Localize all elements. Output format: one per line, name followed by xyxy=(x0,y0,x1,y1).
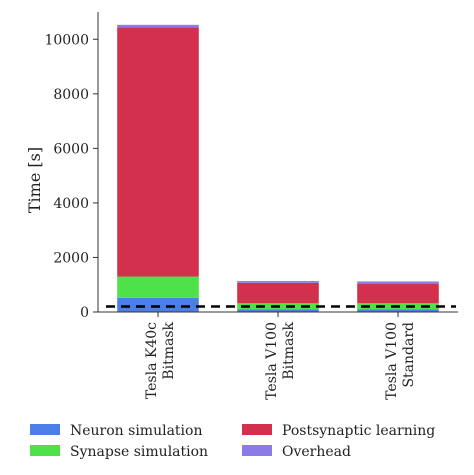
y-tick-label: 6000 xyxy=(53,141,89,157)
x-tick-label-line: Tesla V100 xyxy=(264,322,280,400)
bar-segment-postsynaptic-learning xyxy=(237,282,319,304)
x-tick-label-line: Tesla K40c xyxy=(144,322,160,399)
legend-label: Synapse simulation xyxy=(70,444,208,460)
bar-segment-neuron-simulation xyxy=(117,297,199,312)
legend-item: Overhead xyxy=(242,444,351,460)
bar-segment-postsynaptic-learning xyxy=(117,27,199,277)
y-tick-label: 8000 xyxy=(53,87,89,103)
legend-label: Overhead xyxy=(282,444,351,460)
bar-stack xyxy=(117,24,199,312)
x-tick-label-line: Bitmask xyxy=(281,321,297,379)
y-tick-label: 2000 xyxy=(53,250,89,266)
legend-swatch xyxy=(242,424,272,435)
legend-swatch xyxy=(242,445,272,456)
y-axis-title: Time [s] xyxy=(25,147,44,213)
x-axis: Tesla K40cBitmask Tesla V100Bitmask Tesla … xyxy=(98,311,458,400)
bar-segment-postsynaptic-learning xyxy=(357,283,439,304)
bar-segment-overhead xyxy=(357,281,439,284)
x-tick-label: Tesla V100Bitmask xyxy=(264,321,297,399)
legend-swatch xyxy=(30,424,60,435)
bar-segment-neuron-simulation xyxy=(237,309,319,312)
bar-segment-synapse-simulation xyxy=(117,276,199,298)
legend-label: Postsynaptic learning xyxy=(282,423,435,439)
bars xyxy=(117,24,439,312)
x-tick-label-line: Bitmask xyxy=(161,321,177,379)
x-tick-label-line: Standard xyxy=(401,322,417,388)
legend-swatch xyxy=(30,445,60,456)
x-tick-label: Tesla K40cBitmask xyxy=(144,321,177,399)
y-tick-label: 4000 xyxy=(53,196,89,212)
y-tick-label: 10000 xyxy=(44,32,89,48)
legend-label: Neuron simulation xyxy=(70,423,202,439)
y-tick-label: 0 xyxy=(80,305,89,321)
legend-item: Synapse simulation xyxy=(30,444,208,460)
legend-item: Neuron simulation xyxy=(30,423,202,439)
x-tick-label-line: Tesla V100 xyxy=(384,322,400,400)
y-axis: 0 2000 4000 6000 8000 10000 xyxy=(44,12,99,321)
x-tick-label: Tesla V100Standard xyxy=(384,322,417,400)
legend: Neuron simulation Synapse simulation Posts… xyxy=(30,423,435,460)
bar-segment-overhead xyxy=(237,281,319,283)
legend-item: Postsynaptic learning xyxy=(242,423,435,439)
bar-segment-overhead xyxy=(117,24,199,28)
bar-segment-neuron-simulation xyxy=(357,309,439,312)
